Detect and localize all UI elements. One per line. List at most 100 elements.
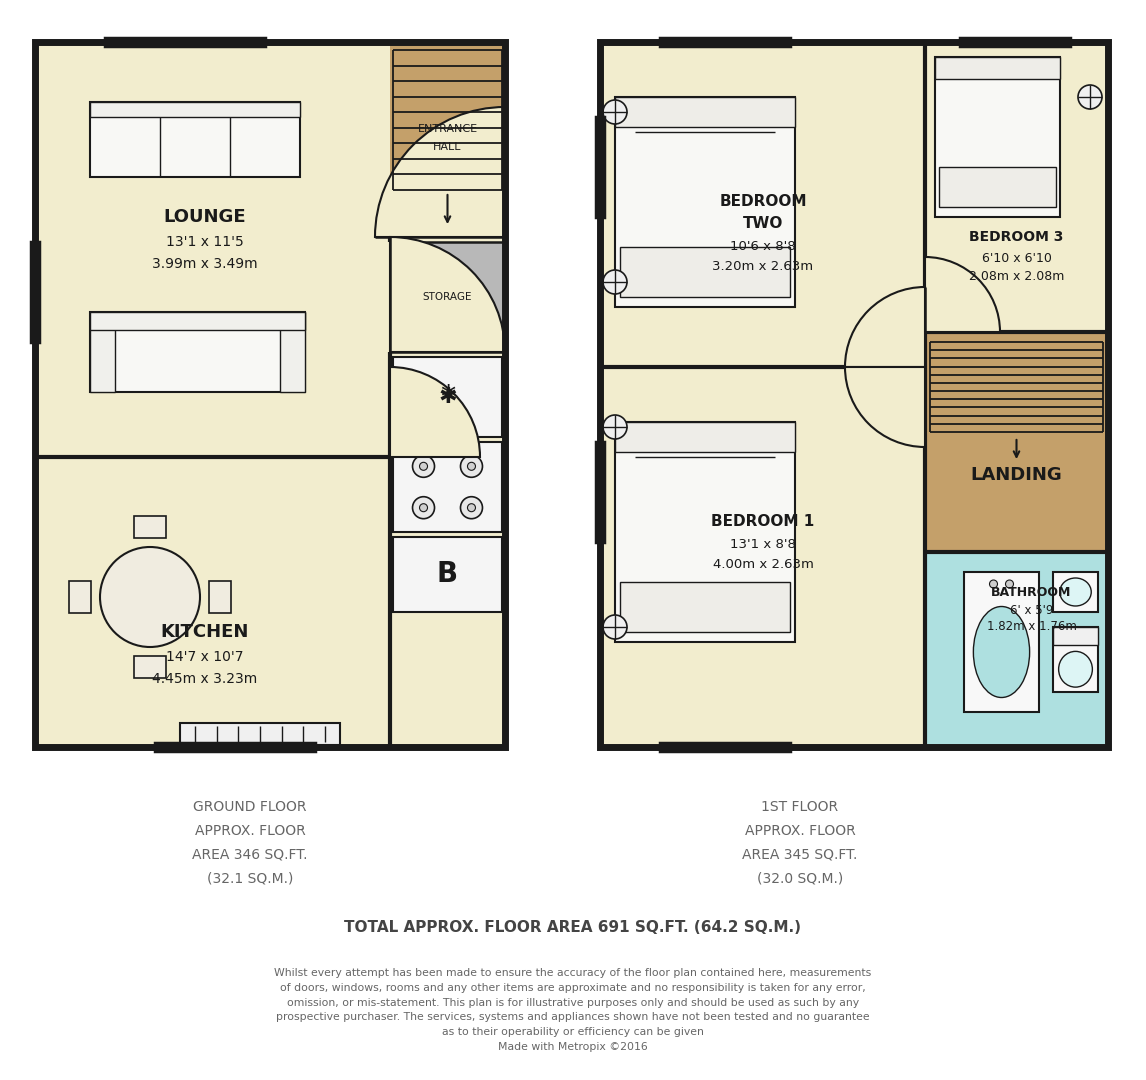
Text: 13'1 x 8'8: 13'1 x 8'8 <box>730 538 796 551</box>
Text: LANDING: LANDING <box>971 465 1062 484</box>
Circle shape <box>603 270 627 294</box>
Text: KITCHEN: KITCHEN <box>160 623 249 642</box>
Bar <box>36 42 505 747</box>
Wedge shape <box>390 367 480 457</box>
Bar <box>209 581 231 613</box>
Bar <box>91 102 300 177</box>
Circle shape <box>419 503 427 512</box>
Bar <box>390 42 505 237</box>
Bar <box>615 97 795 127</box>
Bar <box>925 42 1108 332</box>
Circle shape <box>1078 85 1102 109</box>
Bar <box>69 581 91 613</box>
Bar <box>660 743 790 751</box>
Bar <box>180 723 340 745</box>
Circle shape <box>461 456 482 477</box>
Text: 1.82m x 1.76m: 1.82m x 1.76m <box>987 620 1076 633</box>
Bar <box>935 57 1060 79</box>
Bar <box>596 442 604 542</box>
Text: BEDROOM: BEDROOM <box>720 194 807 210</box>
Circle shape <box>603 100 627 124</box>
Bar <box>393 537 502 612</box>
Text: 6' x 5'9: 6' x 5'9 <box>1010 604 1053 617</box>
Text: BATHROOM: BATHROOM <box>991 585 1072 598</box>
Bar <box>134 656 166 678</box>
Circle shape <box>413 497 434 518</box>
Bar <box>393 442 502 532</box>
Bar <box>31 242 39 342</box>
Bar <box>925 552 1108 747</box>
Text: 2.08m x 2.08m: 2.08m x 2.08m <box>968 270 1065 283</box>
Bar <box>660 38 790 46</box>
Circle shape <box>989 580 997 588</box>
Bar <box>280 312 305 392</box>
Bar <box>939 167 1055 207</box>
Bar <box>91 102 300 117</box>
Circle shape <box>603 415 627 438</box>
Text: LOUNGE: LOUNGE <box>164 208 246 226</box>
Circle shape <box>461 497 482 518</box>
Text: (32.1 SQ.M.): (32.1 SQ.M.) <box>206 872 293 886</box>
Bar <box>964 572 1039 712</box>
Bar <box>1053 627 1098 692</box>
Text: GROUND FLOOR: GROUND FLOOR <box>194 800 307 814</box>
Bar <box>155 743 315 751</box>
Bar <box>601 367 925 747</box>
Bar <box>960 38 1070 46</box>
Bar <box>105 38 265 46</box>
Text: HALL: HALL <box>433 141 462 151</box>
Bar <box>925 332 1108 552</box>
Bar <box>620 582 790 632</box>
Text: ENTRANCE: ENTRANCE <box>417 124 478 135</box>
Polygon shape <box>390 42 505 237</box>
Text: TWO: TWO <box>743 216 783 231</box>
Bar <box>601 42 1108 747</box>
Ellipse shape <box>973 607 1029 698</box>
Circle shape <box>603 615 627 639</box>
Text: 3.20m x 2.63m: 3.20m x 2.63m <box>713 259 814 272</box>
Bar <box>390 242 505 352</box>
Bar <box>1053 627 1098 645</box>
Text: *: * <box>440 382 455 411</box>
Bar <box>601 42 1108 747</box>
Text: ✱: ✱ <box>438 387 457 407</box>
Text: (32.0 SQ.M.): (32.0 SQ.M.) <box>756 872 843 886</box>
Bar <box>1053 572 1098 612</box>
Text: APPROX. FLOOR: APPROX. FLOOR <box>745 824 855 838</box>
Bar <box>615 422 795 453</box>
Text: 6'10 x 6'10: 6'10 x 6'10 <box>982 252 1051 265</box>
Text: AREA 346 SQ.FT.: AREA 346 SQ.FT. <box>193 848 308 862</box>
Bar <box>36 42 505 747</box>
Bar <box>935 57 1060 217</box>
Wedge shape <box>845 287 925 367</box>
Ellipse shape <box>1059 651 1092 687</box>
Text: 13'1 x 11'5: 13'1 x 11'5 <box>166 235 244 249</box>
Bar <box>91 312 115 392</box>
Wedge shape <box>845 367 925 447</box>
Text: AREA 345 SQ.FT.: AREA 345 SQ.FT. <box>743 848 857 862</box>
Wedge shape <box>390 237 505 352</box>
Bar <box>601 42 925 367</box>
Wedge shape <box>375 107 505 237</box>
Circle shape <box>1005 580 1013 588</box>
Circle shape <box>413 456 434 477</box>
Text: 4.00m x 2.63m: 4.00m x 2.63m <box>713 557 814 570</box>
Text: 3.99m x 3.49m: 3.99m x 3.49m <box>152 257 258 271</box>
Circle shape <box>468 462 476 470</box>
Text: 4.45m x 3.23m: 4.45m x 3.23m <box>152 672 258 686</box>
Text: STORAGE: STORAGE <box>423 292 472 302</box>
Text: APPROX. FLOOR: APPROX. FLOOR <box>195 824 305 838</box>
Text: Whilst every attempt has been made to ensure the accuracy of the floor plan cont: Whilst every attempt has been made to en… <box>274 968 872 1052</box>
Ellipse shape <box>1060 578 1091 606</box>
Bar <box>596 117 604 217</box>
Text: 14'7 x 10'7: 14'7 x 10'7 <box>166 650 244 664</box>
Circle shape <box>419 462 427 470</box>
Text: B: B <box>437 561 458 589</box>
Text: BEDROOM 3: BEDROOM 3 <box>970 230 1063 244</box>
Bar <box>615 422 795 642</box>
Bar <box>134 516 166 538</box>
Bar <box>91 312 305 330</box>
Text: 10'6 x 8'8: 10'6 x 8'8 <box>730 240 795 253</box>
Text: BEDROOM 1: BEDROOM 1 <box>712 514 815 529</box>
Text: TOTAL APPROX. FLOOR AREA 691 SQ.FT. (64.2 SQ.M.): TOTAL APPROX. FLOOR AREA 691 SQ.FT. (64.… <box>345 920 801 935</box>
